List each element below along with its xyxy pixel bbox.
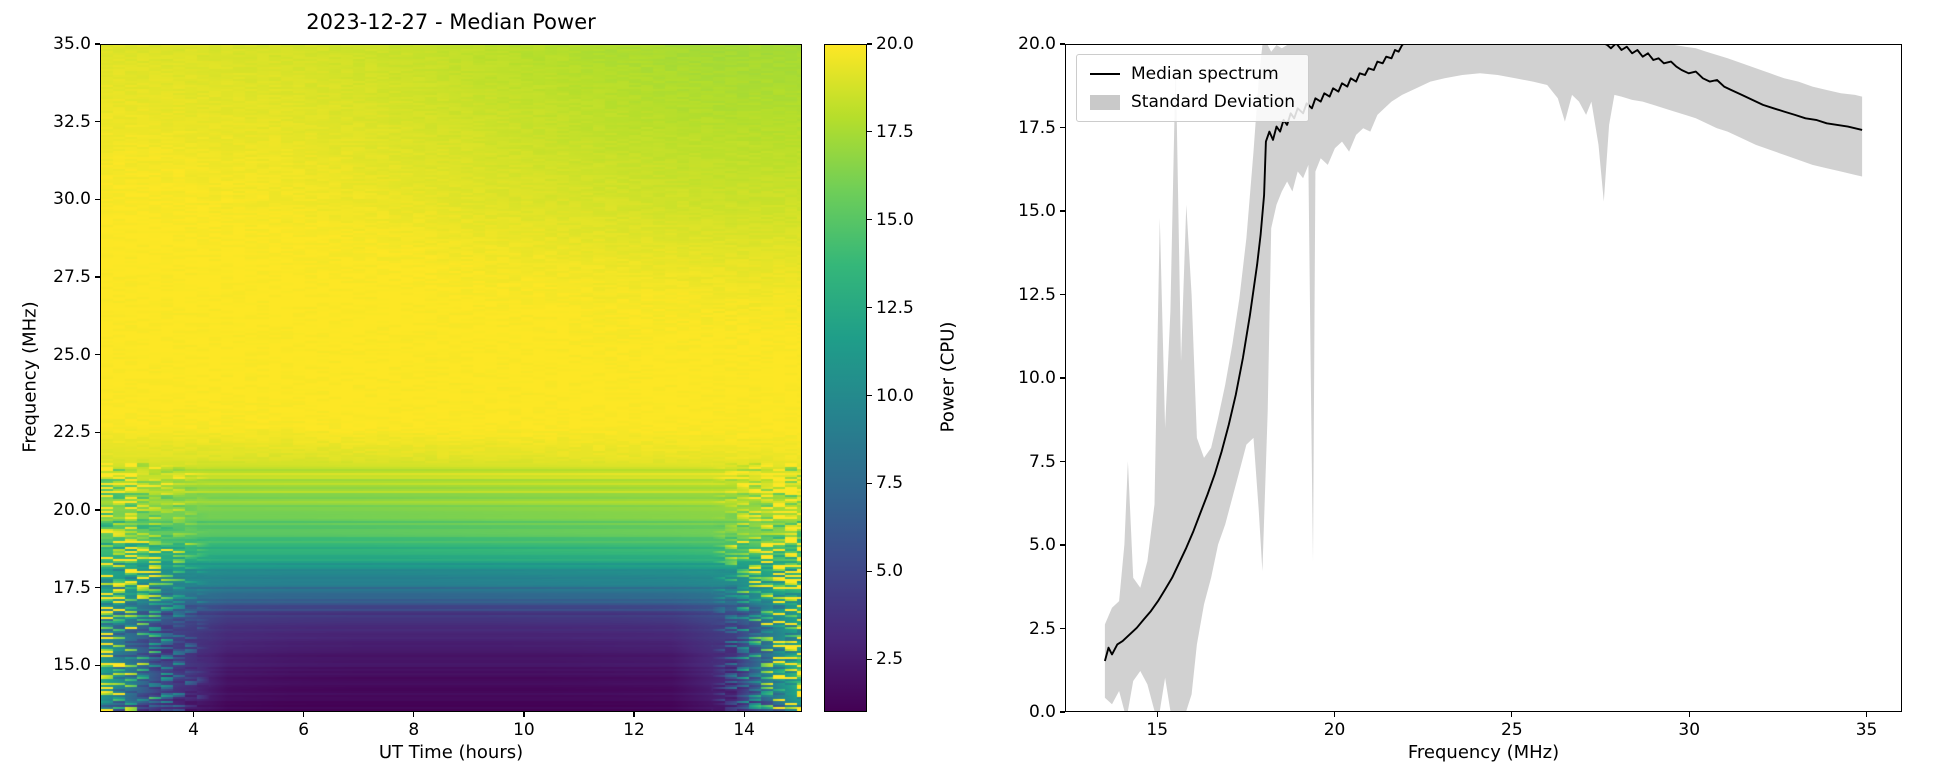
- x-tick-mark: [303, 712, 305, 717]
- colorbar-tick-label: 17.5: [876, 121, 914, 142]
- x-tick-label: 15: [1146, 720, 1169, 740]
- y-tick-label: 7.5: [1028, 451, 1056, 472]
- y-tick-mark: [95, 276, 100, 278]
- y-tick-label: 20.0: [1018, 34, 1056, 54]
- colorbar-tick-label: 10.0: [876, 385, 914, 406]
- y-tick-mark: [1060, 293, 1065, 296]
- y-tick-mark: [1060, 711, 1065, 713]
- std-patch-swatch: [1090, 94, 1120, 110]
- heatmap-axes: [100, 44, 802, 712]
- y-tick-mark: [95, 354, 100, 356]
- y-tick-label: 32.5: [53, 111, 91, 132]
- colorbar-tick-label: 7.5: [876, 473, 904, 494]
- x-tick-label: 10: [513, 720, 535, 740]
- legend: Median spectrum Standard Deviation: [1076, 54, 1310, 122]
- x-tick-mark: [743, 712, 745, 717]
- y-tick-mark: [1060, 544, 1065, 546]
- y-tick-mark: [1060, 460, 1065, 463]
- colorbar-tick-mark: [867, 570, 872, 572]
- std-deviation-band: [1104, 45, 1863, 711]
- x-tick-mark: [413, 712, 415, 717]
- spectrum-axes: Median spectrum Standard Deviation: [1065, 44, 1902, 712]
- y-tick-label: 22.5: [53, 422, 91, 443]
- y-tick-label: 2.5: [1028, 618, 1056, 639]
- x-tick-label: 35: [1855, 720, 1878, 740]
- y-tick-mark: [95, 664, 100, 666]
- y-tick-label: 17.5: [1018, 117, 1056, 138]
- x-tick-label: 6: [298, 720, 310, 740]
- colorbar-tick-label: 15.0: [876, 209, 914, 230]
- y-tick-label: 0.0: [1028, 702, 1056, 722]
- colorbar: [824, 44, 867, 712]
- y-tick-mark: [95, 43, 100, 45]
- heatmap-image: [101, 45, 801, 711]
- colorbar-tick-mark: [867, 43, 872, 45]
- colorbar-tick-mark: [867, 131, 872, 133]
- heatmap-title: 2023-12-27 - Median Power: [306, 10, 596, 34]
- x-tick-mark: [1156, 712, 1158, 717]
- x-tick-mark: [633, 712, 635, 717]
- colorbar-tick-label: 5.0: [876, 561, 904, 582]
- colorbar-tick-mark: [867, 394, 872, 397]
- colorbar-tick-mark: [867, 307, 872, 309]
- legend-label-std: Standard Deviation: [1131, 92, 1296, 112]
- legend-entry-std: Standard Deviation: [1090, 92, 1295, 112]
- x-tick-label: 8: [408, 720, 420, 740]
- median-spectrum-line: [1103, 45, 1863, 662]
- x-tick-label: 12: [623, 720, 645, 740]
- x-tick-mark: [1865, 712, 1868, 717]
- y-tick-mark: [95, 198, 100, 200]
- y-tick-mark: [1060, 43, 1065, 45]
- colorbar-tick-mark: [867, 219, 872, 221]
- x-tick-mark: [1688, 712, 1690, 717]
- y-tick-label: 17.5: [53, 577, 91, 598]
- colorbar-tick-mark: [867, 658, 872, 660]
- spectrum-plot: [1103, 45, 1863, 711]
- y-tick-label: 27.5: [53, 267, 91, 288]
- colorbar-tick-label: 20.0: [876, 34, 914, 54]
- x-tick-mark: [193, 712, 195, 717]
- y-tick-label: 30.0: [53, 189, 91, 210]
- y-tick-label: 15.0: [1018, 201, 1056, 221]
- y-tick-label: 20.0: [53, 500, 91, 521]
- y-tick-label: 12.5: [1018, 284, 1056, 305]
- median-line-swatch: [1090, 73, 1120, 75]
- y-tick-mark: [95, 431, 100, 433]
- colorbar-tick-mark: [867, 482, 872, 485]
- y-tick-label: 15.0: [53, 655, 91, 676]
- x-tick-label: 14: [733, 720, 755, 740]
- x-tick-mark: [1511, 712, 1513, 717]
- y-tick-mark: [95, 121, 100, 123]
- x-tick-label: 25: [1501, 720, 1523, 740]
- legend-label-median: Median spectrum: [1131, 64, 1279, 84]
- y-tick-label: 5.0: [1028, 535, 1056, 555]
- y-tick-mark: [1060, 377, 1065, 379]
- heatmap-xlabel: UT Time (hours): [378, 742, 524, 763]
- x-tick-label: 4: [188, 720, 199, 740]
- colorbar-tick-label: 12.5: [876, 297, 914, 318]
- y-tick-label: 25.0: [53, 344, 91, 365]
- colorbar-tick-label: 2.5: [876, 649, 904, 670]
- spectrum-xlabel: Frequency (MHz): [1407, 742, 1560, 763]
- x-tick-mark: [1333, 712, 1336, 717]
- y-tick-mark: [1060, 627, 1065, 630]
- y-tick-mark: [1060, 210, 1065, 212]
- y-tick-mark: [95, 587, 100, 589]
- x-tick-mark: [523, 712, 525, 717]
- legend-entry-median: Median spectrum: [1090, 64, 1295, 84]
- x-tick-label: 20: [1323, 720, 1346, 740]
- y-tick-label: 35.0: [53, 34, 91, 54]
- y-tick-mark: [95, 509, 100, 511]
- y-tick-mark: [1060, 126, 1065, 129]
- y-tick-label: 10.0: [1018, 368, 1056, 388]
- x-tick-label: 30: [1678, 720, 1701, 740]
- colorbar-label: Power (CPU): [937, 321, 959, 433]
